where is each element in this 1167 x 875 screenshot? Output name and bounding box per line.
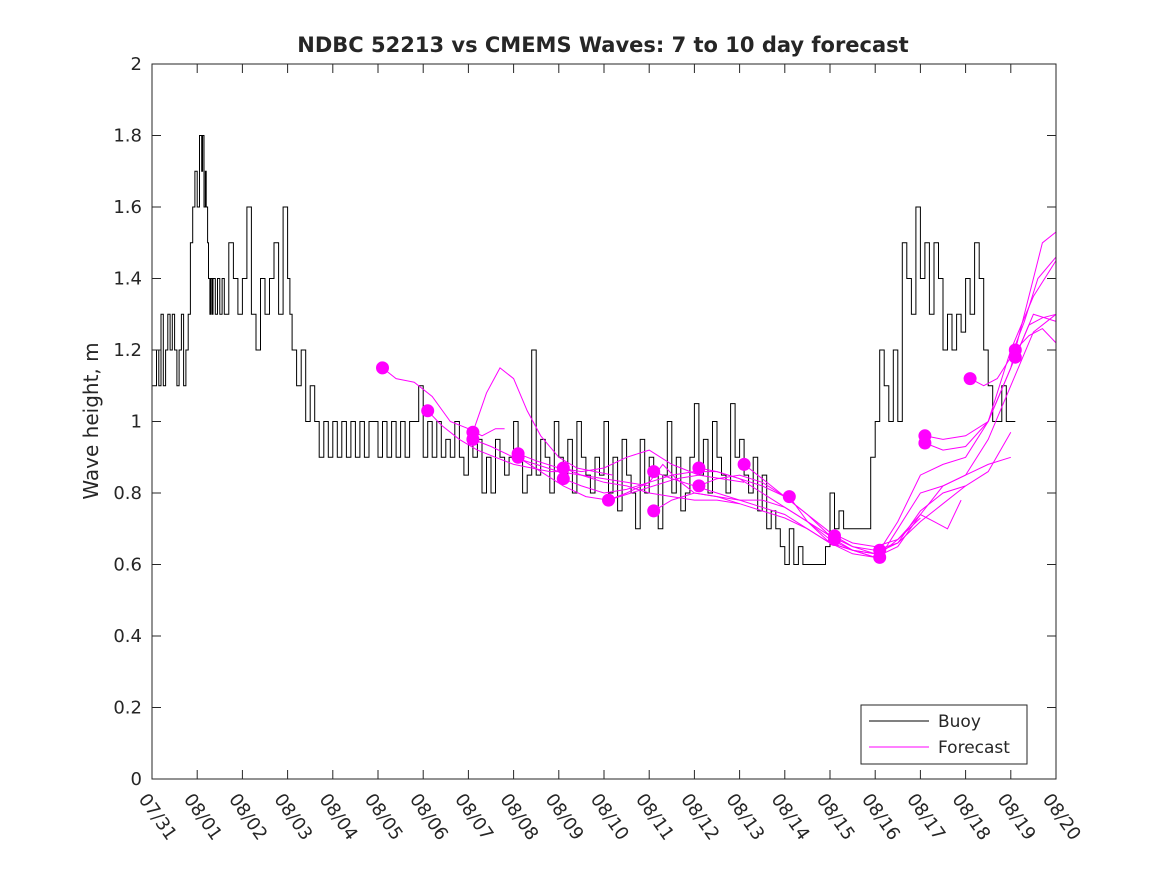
y-tick-label: 1.2 bbox=[113, 340, 142, 361]
legend-label-buoy: Buoy bbox=[938, 712, 981, 732]
y-tick-label: 0.8 bbox=[113, 483, 142, 504]
forecast-line-3 bbox=[472, 367, 614, 476]
forecast-marker bbox=[782, 490, 796, 504]
forecast-marker bbox=[692, 461, 706, 475]
forecast-marker bbox=[556, 472, 570, 486]
series-layer bbox=[152, 135, 1057, 565]
y-tick-label: 1 bbox=[131, 412, 142, 433]
forecast-marker bbox=[873, 550, 887, 564]
forecast-line-21 bbox=[924, 313, 1057, 451]
y-axis-label: Wave height, m bbox=[79, 342, 103, 499]
forecast-marker bbox=[511, 450, 525, 464]
y-tick-label: 0.6 bbox=[113, 555, 142, 576]
forecast-marker bbox=[692, 479, 706, 493]
forecast-marker bbox=[466, 432, 480, 446]
forecast-line-7 bbox=[563, 467, 740, 505]
forecast-marker bbox=[602, 493, 615, 507]
forecast-line-5 bbox=[517, 449, 700, 476]
chart-title: NDBC 52213 vs CMEMS Waves: 7 to 10 day f… bbox=[297, 33, 908, 57]
y-tick-label: 0.2 bbox=[113, 698, 142, 719]
forecast-marker bbox=[376, 361, 389, 375]
forecast-line-24 bbox=[1014, 313, 1057, 358]
forecast-marker bbox=[421, 404, 435, 418]
forecast-line-16 bbox=[834, 431, 1012, 555]
legend-box bbox=[860, 704, 1028, 765]
forecast-marker bbox=[963, 372, 977, 386]
forecast-line-15 bbox=[788, 456, 1011, 558]
forecast-line-6 bbox=[517, 456, 745, 501]
forecast-line-11 bbox=[653, 492, 876, 555]
y-tick-label: 1.6 bbox=[113, 197, 142, 218]
forecast-marker bbox=[1008, 350, 1022, 364]
y-tick-label: 1.8 bbox=[113, 126, 142, 147]
y-tick-label: 2 bbox=[131, 54, 142, 75]
forecast-marker bbox=[647, 504, 661, 518]
forecast-line-19 bbox=[879, 313, 1057, 558]
forecast-marker bbox=[556, 461, 570, 475]
forecast-line-12 bbox=[698, 467, 876, 558]
forecast-line-17 bbox=[834, 499, 962, 558]
forecast-line-2 bbox=[427, 410, 568, 473]
buoy-line bbox=[152, 135, 1016, 565]
forecast-marker bbox=[918, 436, 932, 450]
forecast-line-23 bbox=[1014, 327, 1057, 351]
y-tick-label: 0.4 bbox=[113, 626, 142, 647]
y-tick-label: 0 bbox=[131, 769, 142, 790]
forecast-marker bbox=[737, 457, 751, 471]
forecast-line-18 bbox=[879, 260, 1057, 551]
y-tick-label: 1.4 bbox=[113, 269, 142, 290]
forecast-marker bbox=[647, 465, 661, 479]
forecast-marker bbox=[828, 533, 841, 546]
forecast-line-1 bbox=[382, 367, 505, 437]
forecast-line-8 bbox=[563, 471, 786, 498]
legend: Buoy Forecast bbox=[860, 704, 1028, 765]
legend-label-forecast: Forecast bbox=[938, 738, 1010, 758]
